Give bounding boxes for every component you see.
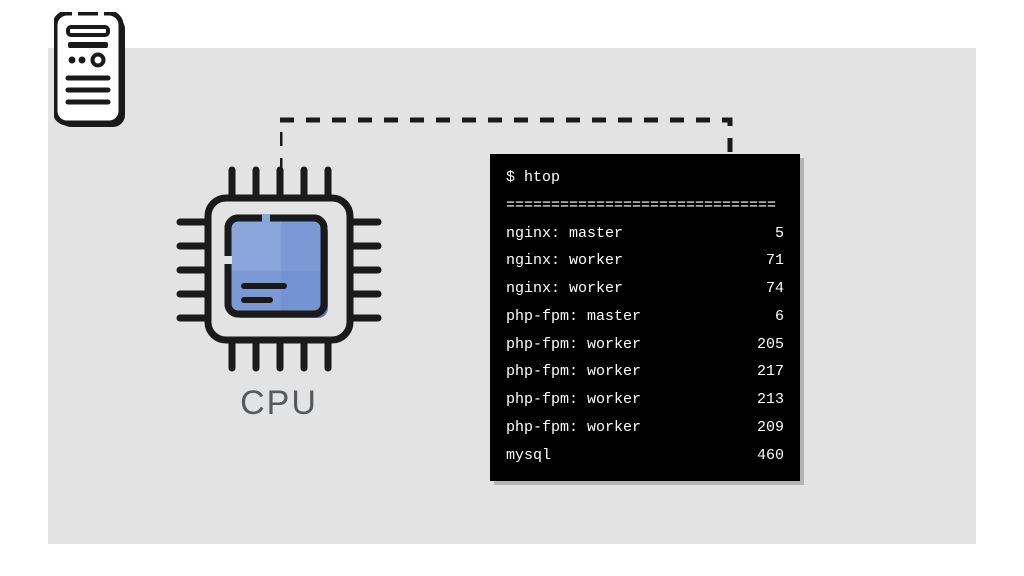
process-pid: 213 <box>734 386 784 414</box>
process-pid: 460 <box>734 442 784 470</box>
process-name: mysql <box>506 442 551 470</box>
terminal-divider: ============================== <box>506 192 784 220</box>
process-row: nginx: worker 74 <box>506 275 784 303</box>
process-row: nginx: master 5 <box>506 220 784 248</box>
process-pid: 209 <box>734 414 784 442</box>
process-pid: 71 <box>734 247 784 275</box>
process-pid: 205 <box>734 331 784 359</box>
terminal-window: $ htop ============================== ng… <box>490 154 800 481</box>
process-row: php-fpm: worker 213 <box>506 386 784 414</box>
process-name: php-fpm: worker <box>506 358 641 386</box>
process-name: php-fpm: worker <box>506 414 641 442</box>
process-name: nginx: worker <box>506 247 623 275</box>
process-name: nginx: worker <box>506 275 623 303</box>
terminal-command: $ htop <box>506 164 784 192</box>
process-pid: 6 <box>734 303 784 331</box>
process-name: php-fpm: worker <box>506 331 641 359</box>
process-pid: 74 <box>734 275 784 303</box>
process-name: nginx: master <box>506 220 623 248</box>
process-row: php-fpm: worker 205 <box>506 331 784 359</box>
process-row: php-fpm: master 6 <box>506 303 784 331</box>
process-row: php-fpm: worker 209 <box>506 414 784 442</box>
server-icon <box>54 12 130 132</box>
cpu-label: CPU <box>174 384 384 423</box>
cpu-icon <box>174 164 384 374</box>
process-row: mysql 460 <box>506 442 784 470</box>
process-pid: 217 <box>734 358 784 386</box>
process-row: nginx: worker 71 <box>506 247 784 275</box>
process-name: php-fpm: master <box>506 303 641 331</box>
process-row: php-fpm: worker 217 <box>506 358 784 386</box>
process-list: nginx: master5nginx: worker71nginx: work… <box>506 220 784 470</box>
process-pid: 5 <box>734 220 784 248</box>
process-name: php-fpm: worker <box>506 386 641 414</box>
